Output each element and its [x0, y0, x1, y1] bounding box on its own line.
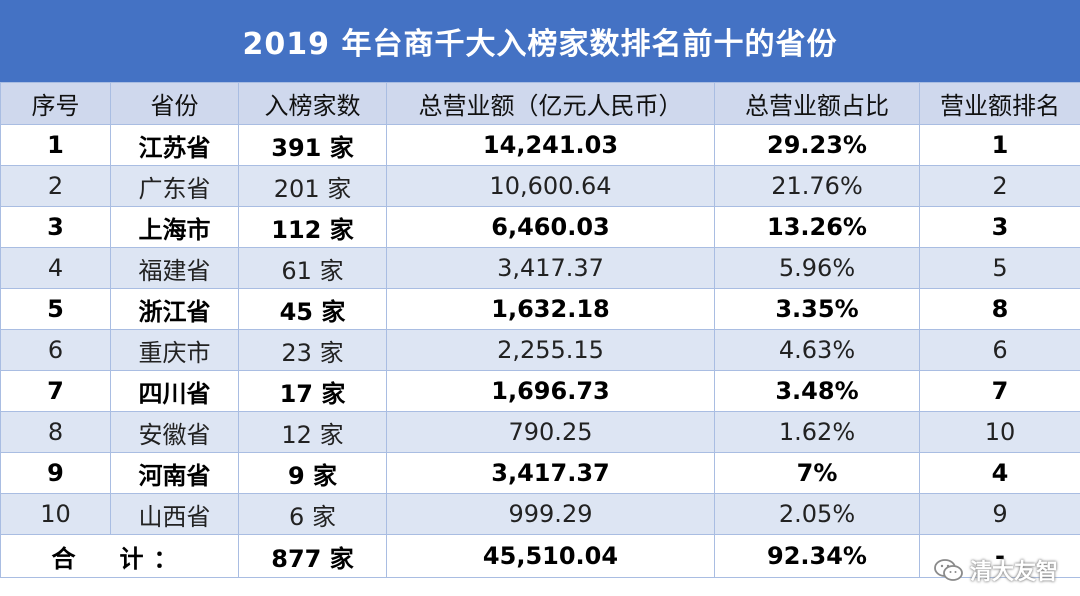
- cell-province: 福建省: [110, 247, 239, 289]
- cell-count: 17 家: [238, 370, 387, 412]
- cell-share: 2.05%: [714, 493, 920, 535]
- cell-count: 9 家: [238, 452, 387, 494]
- cell-province: 山西省: [110, 493, 239, 535]
- cell-revenue: 999.29: [386, 493, 715, 535]
- cell-share: 13.26%: [714, 206, 920, 248]
- cell-share: 4.63%: [714, 329, 920, 371]
- cell-province: 河南省: [110, 452, 239, 494]
- header-province: 省份: [110, 82, 239, 125]
- cell-count: 23 家: [238, 329, 387, 371]
- cell-province: 上海市: [110, 206, 239, 248]
- cell-count: 61 家: [238, 247, 387, 289]
- cell-no: 5: [0, 288, 111, 330]
- cell-revenue: 790.25: [386, 411, 715, 453]
- cell-revenue: 1,696.73: [386, 370, 715, 412]
- cell-count: 12 家: [238, 411, 387, 453]
- ranking-table: 序号 省份 入榜家数 总营业额（亿元人民币） 总营业额占比 营业额排名 1 江苏…: [0, 82, 1080, 578]
- table-row: 4 福建省 61 家 3,417.37 5.96% 5: [0, 247, 1080, 289]
- cell-province: 江苏省: [110, 124, 239, 166]
- header-share: 总营业额占比: [714, 82, 920, 125]
- cell-province: 浙江省: [110, 288, 239, 330]
- table-row: 3 上海市 112 家 6,460.03 13.26% 3: [0, 206, 1080, 248]
- header-rank: 营业额排名: [919, 82, 1080, 125]
- cell-rank: 8: [919, 288, 1080, 330]
- table-row: 7 四川省 17 家 1,696.73 3.48% 7: [0, 370, 1080, 412]
- table-row: 2 广东省 201 家 10,600.64 21.76% 2: [0, 165, 1080, 207]
- cell-revenue: 2,255.15: [386, 329, 715, 371]
- cell-no: 1: [0, 124, 111, 166]
- cell-no: 10: [0, 493, 111, 535]
- cell-revenue: 3,417.37: [386, 247, 715, 289]
- cell-rank: 6: [919, 329, 1080, 371]
- cell-rank: 9: [919, 493, 1080, 535]
- table-row: 8 安徽省 12 家 790.25 1.62% 10: [0, 411, 1080, 453]
- cell-rank: 5: [919, 247, 1080, 289]
- cell-revenue: 3,417.37: [386, 452, 715, 494]
- cell-no: 6: [0, 329, 111, 371]
- total-revenue: 45,510.04: [386, 534, 715, 578]
- table-row: 10 山西省 6 家 999.29 2.05% 9: [0, 493, 1080, 535]
- cell-count: 6 家: [238, 493, 387, 535]
- cell-share: 29.23%: [714, 124, 920, 166]
- cell-share: 3.35%: [714, 288, 920, 330]
- cell-share: 7%: [714, 452, 920, 494]
- cell-province: 重庆市: [110, 329, 239, 371]
- cell-revenue: 1,632.18: [386, 288, 715, 330]
- cell-no: 7: [0, 370, 111, 412]
- header-no: 序号: [0, 82, 111, 125]
- cell-revenue: 14,241.03: [386, 124, 715, 166]
- cell-count: 201 家: [238, 165, 387, 207]
- cell-share: 3.48%: [714, 370, 920, 412]
- header-row: 序号 省份 入榜家数 总营业额（亿元人民币） 总营业额占比 营业额排名: [0, 82, 1080, 125]
- table-row: 6 重庆市 23 家 2,255.15 4.63% 6: [0, 329, 1080, 371]
- cell-no: 8: [0, 411, 111, 453]
- cell-share: 1.62%: [714, 411, 920, 453]
- cell-no: 2: [0, 165, 111, 207]
- cell-rank: 1: [919, 124, 1080, 166]
- cell-share: 5.96%: [714, 247, 920, 289]
- total-share: 92.34%: [714, 534, 920, 578]
- cell-province: 广东省: [110, 165, 239, 207]
- cell-province: 安徽省: [110, 411, 239, 453]
- header-count: 入榜家数: [238, 82, 387, 125]
- cell-count: 112 家: [238, 206, 387, 248]
- table-row: 1 江苏省 391 家 14,241.03 29.23% 1: [0, 124, 1080, 166]
- cell-rank: 10: [919, 411, 1080, 453]
- header-revenue: 总营业额（亿元人民币）: [386, 82, 715, 125]
- cell-revenue: 6,460.03: [386, 206, 715, 248]
- cell-rank: 7: [919, 370, 1080, 412]
- table-row: 9 河南省 9 家 3,417.37 7% 4: [0, 452, 1080, 494]
- cell-rank: 3: [919, 206, 1080, 248]
- cell-province: 四川省: [110, 370, 239, 412]
- cell-no: 9: [0, 452, 111, 494]
- cell-count: 391 家: [238, 124, 387, 166]
- cell-rank: 4: [919, 452, 1080, 494]
- total-rank: -: [919, 534, 1080, 578]
- table-row: 5 浙江省 45 家 1,632.18 3.35% 8: [0, 288, 1080, 330]
- total-row: 合 计： 877 家 45,510.04 92.34% -: [0, 534, 1080, 578]
- total-count: 877 家: [238, 534, 387, 578]
- cell-no: 3: [0, 206, 111, 248]
- cell-rank: 2: [919, 165, 1080, 207]
- cell-no: 4: [0, 247, 111, 289]
- total-label: 合 计：: [0, 534, 239, 578]
- cell-count: 45 家: [238, 288, 387, 330]
- cell-share: 21.76%: [714, 165, 920, 207]
- table-title: 2019 年台商千大入榜家数排名前十的省份: [0, 0, 1080, 82]
- cell-revenue: 10,600.64: [386, 165, 715, 207]
